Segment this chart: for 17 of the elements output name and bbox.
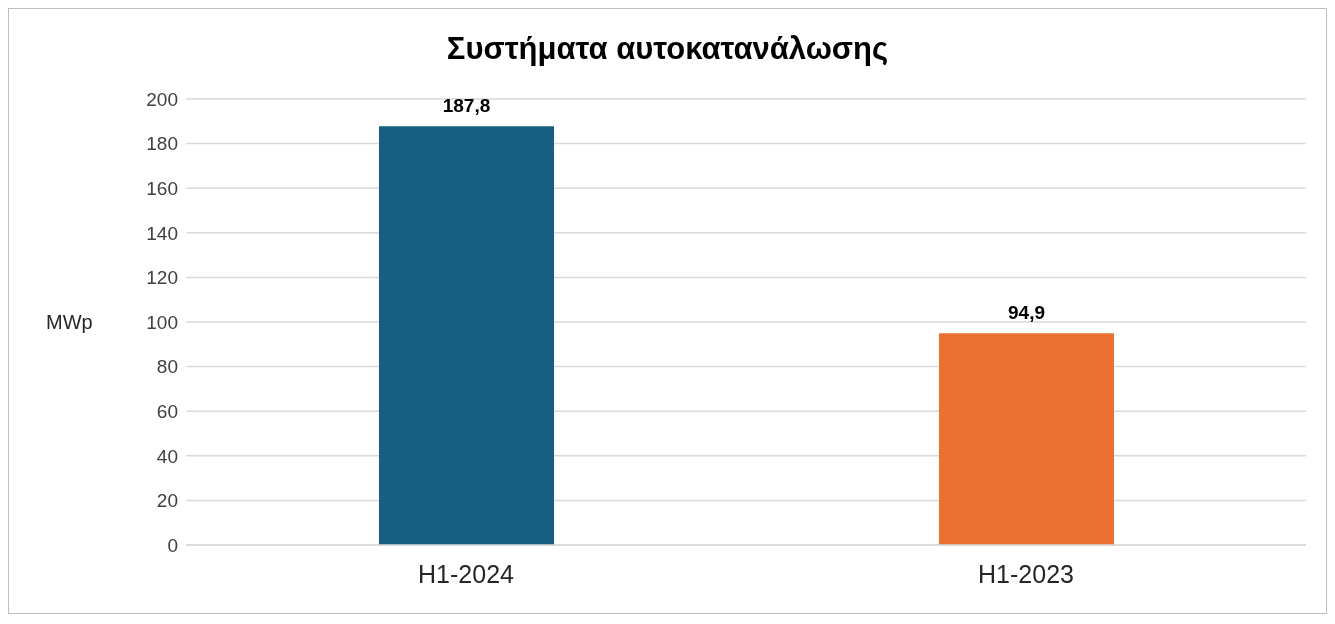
y-tick-label: 40 (156, 445, 178, 467)
chart-title: Συστήματα αυτοκατανάλωσης (445, 31, 890, 67)
data-label: 187,8 (442, 95, 491, 117)
y-tick-label: 80 (156, 356, 178, 378)
y-tick-label: 100 (146, 311, 178, 333)
y-tick-label: 0 (167, 534, 178, 556)
y-tick-label: 20 (156, 490, 178, 512)
y-axis-title: MWp (46, 311, 93, 334)
y-tick-label: 180 (146, 133, 178, 155)
y-tick-label: 60 (156, 400, 178, 422)
y-tick-label: 140 (146, 222, 178, 244)
data-label: 94,9 (1008, 302, 1045, 324)
y-tick-label: 120 (146, 267, 178, 289)
x-tick-label: H1-2023 (978, 559, 1074, 588)
x-tick-label: H1-2024 (418, 559, 515, 588)
y-tick-label: 200 (146, 88, 178, 110)
y-tick-label: 160 (146, 177, 178, 199)
